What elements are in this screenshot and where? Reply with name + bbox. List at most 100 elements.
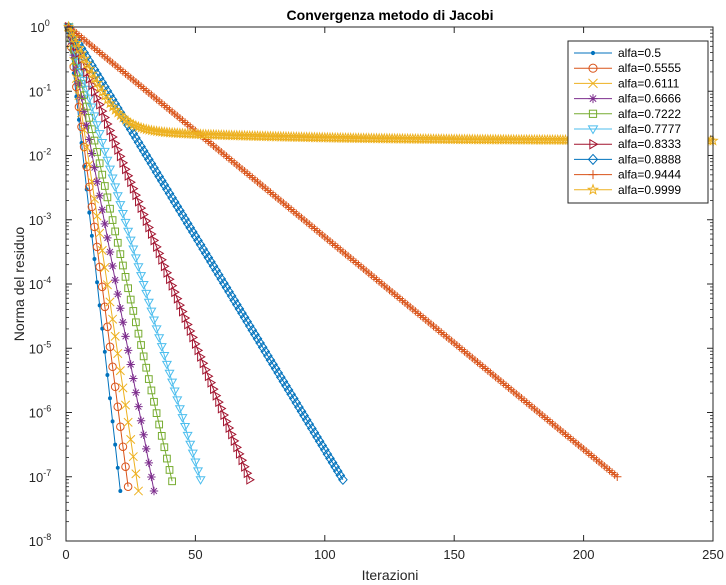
series-1-point-17 — [108, 396, 112, 401]
series-7-point-23 — [122, 164, 131, 175]
series-8-point-48 — [185, 222, 196, 234]
series-3-point-17 — [105, 297, 115, 307]
series-8-point-31 — [141, 149, 152, 161]
series-8-point-56 — [206, 256, 216, 268]
series-2-point-19 — [110, 382, 120, 392]
legend-marker-10 — [586, 183, 600, 195]
series-6-point-34 — [148, 316, 160, 326]
series-8-point-103 — [327, 457, 338, 468]
series-8-point-99 — [317, 440, 328, 451]
series-8-point-59 — [213, 269, 224, 281]
series-8-point-63 — [224, 286, 234, 298]
series-5-point-16 — [103, 193, 112, 202]
series-5-point-37 — [157, 431, 166, 440]
series-6-point-33 — [146, 307, 157, 317]
series-7-point-24 — [124, 170, 134, 181]
series-5-point-41 — [168, 477, 176, 486]
series-6-point-41 — [167, 378, 178, 388]
series-1-point-11 — [92, 257, 97, 261]
series-8-point-91 — [296, 405, 307, 417]
series-5-point-20 — [113, 238, 122, 247]
series-10-point-5 — [73, 42, 85, 54]
series-6-point-32 — [143, 298, 154, 308]
series-5-point-29 — [137, 341, 145, 349]
series-8-point-32 — [143, 154, 154, 165]
series-7-point-22 — [119, 157, 129, 168]
series-5-point-23 — [121, 272, 130, 281]
series-7-point-66 — [233, 442, 242, 453]
series-5-point-8 — [82, 102, 91, 111]
series-7-point-11 — [91, 86, 100, 97]
series-1-point-10 — [89, 233, 94, 238]
series-3-point-8 — [82, 142, 92, 152]
legend-label-7: alfa=0.8333 — [618, 137, 681, 151]
series-3-point-12 — [92, 211, 102, 221]
series-4-point-31 — [142, 444, 151, 454]
series-8-point-66 — [231, 299, 242, 310]
series-8-point-60 — [216, 273, 227, 285]
series-6-point-10 — [86, 103, 97, 113]
y-axis-label: Norma del residuo — [11, 227, 27, 342]
series-8-point-49 — [187, 226, 198, 238]
series-8-point-30 — [138, 145, 149, 157]
series-6-point-26 — [128, 245, 139, 255]
series-7-point-47 — [184, 319, 193, 330]
series-2-point-22 — [118, 442, 128, 452]
series-7-point-49 — [189, 332, 198, 343]
series-8-point-33 — [146, 158, 157, 170]
y-tick-label-8: 10-7 — [29, 468, 51, 485]
series-8-point-84 — [278, 376, 289, 387]
series-4-point-21 — [116, 304, 125, 313]
series-3-point-14 — [97, 245, 107, 255]
series-10-point-14 — [96, 85, 109, 97]
series-4-point-16 — [103, 233, 112, 243]
series-3-point-28 — [133, 486, 144, 496]
series-3-point-15 — [100, 263, 110, 273]
series-5-point-19 — [111, 227, 120, 236]
series-4-point-15 — [100, 219, 110, 229]
series-8-point-42 — [169, 196, 180, 208]
series-line-3 — [68, 26, 139, 492]
series-7-point-25 — [127, 177, 136, 188]
y-tick-label-2: 10-1 — [29, 82, 51, 99]
series-4-point-25 — [126, 360, 135, 369]
series-7-point-53 — [199, 358, 209, 369]
series-8-point-50 — [190, 230, 201, 242]
series-4-point-8 — [82, 121, 91, 130]
series-7-point-57 — [210, 384, 219, 395]
series-10-point-1 — [62, 20, 75, 32]
series-6-point-47 — [182, 431, 193, 441]
y-tick-label-4: 10-3 — [29, 211, 51, 228]
legend-label-6: alfa=0.7777 — [618, 122, 681, 136]
y-tick-label-3: 10-2 — [29, 147, 51, 164]
legend-label-10: alfa=0.9999 — [618, 183, 681, 197]
series-6-point-51 — [192, 467, 204, 477]
x-tick-label-6: 250 — [702, 547, 724, 562]
series-10-point-10 — [86, 67, 98, 79]
series-2-point-16 — [103, 322, 112, 332]
series-7-point-48 — [186, 325, 196, 337]
series-5-point-34 — [150, 397, 158, 406]
series-8-point-69 — [239, 312, 250, 323]
series-10-point-7 — [78, 52, 90, 64]
series-7-point-60 — [217, 403, 227, 414]
series-6-point-27 — [130, 254, 141, 263]
series-7-point-56 — [207, 377, 217, 388]
series-8-point-90 — [294, 401, 304, 413]
series-6-point-24 — [123, 227, 134, 237]
series-6-point-14 — [97, 138, 108, 148]
series-8-point-34 — [149, 162, 159, 174]
series-10-point-3 — [67, 31, 80, 43]
series-8-point-87 — [286, 388, 297, 400]
series-2-point-20 — [113, 402, 123, 412]
series-6-point-35 — [151, 325, 162, 334]
series-3-point-24 — [123, 417, 133, 427]
x-tick-label-1: 0 — [62, 547, 69, 562]
series-6-point-36 — [154, 334, 165, 343]
series-8-point-86 — [283, 384, 294, 396]
series-8-point-70 — [242, 316, 253, 328]
y-tick-label-7: 10-6 — [29, 404, 51, 421]
series-4-point-33 — [147, 472, 156, 482]
series-8-point-35 — [151, 166, 162, 178]
